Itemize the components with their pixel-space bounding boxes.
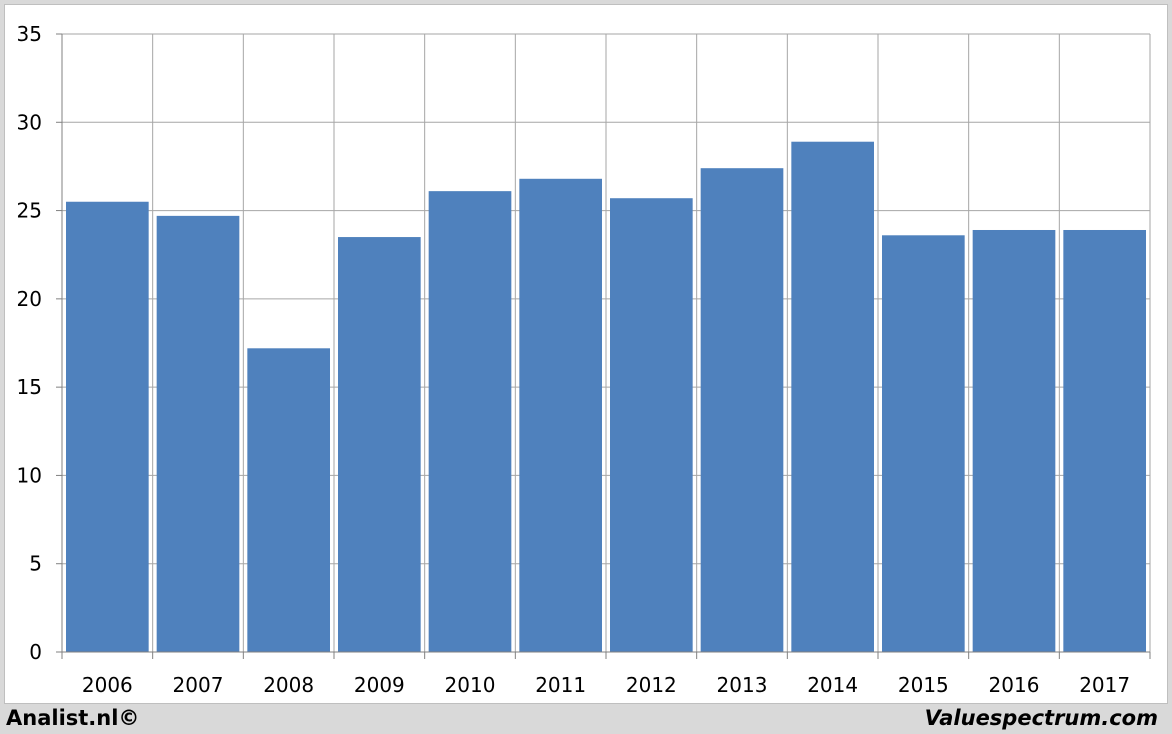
bar-2013 (700, 168, 784, 653)
bar-2012 (610, 198, 693, 652)
y-tick-label: 10 (17, 463, 42, 487)
bar-2007 (156, 215, 240, 652)
x-tick-label: 2010 (445, 673, 496, 697)
axis-layer: 0 5 10 15 20 25 30 35 2006 2007 2008 2009 2010 2011 20… (17, 22, 1151, 697)
x-tick-label: 2015 (898, 673, 949, 697)
bar-2006 (66, 201, 149, 652)
y-tick-label: 20 (17, 287, 42, 311)
x-tick-label: 2011 (535, 673, 586, 697)
x-tick-label: 2012 (626, 673, 677, 697)
x-tick-label: 2006 (82, 673, 133, 697)
bar-2015 (882, 235, 965, 652)
x-tick-label: 2009 (354, 673, 405, 697)
x-tick-label: 2008 (263, 673, 314, 697)
y-tick-label: 30 (17, 110, 42, 134)
x-tick-label: 2017 (1079, 673, 1130, 697)
y-tick-label: 0 (29, 640, 42, 664)
x-tick-label: 2016 (989, 673, 1040, 697)
bar-2010 (428, 191, 512, 653)
bars-layer (66, 141, 1146, 653)
footer-left-credit: Analist.nl© (6, 706, 140, 730)
y-tick-label: 25 (17, 199, 42, 223)
y-tick-label: 15 (17, 375, 42, 399)
bar-2016 (972, 229, 1056, 652)
bar-2017 (1063, 229, 1146, 652)
bar-2011 (519, 178, 602, 652)
footer-right-credit: Valuespectrum.com (924, 706, 1158, 730)
y-tick-label: 5 (29, 552, 42, 576)
y-tick-label: 35 (17, 22, 42, 46)
bar-2014 (791, 141, 874, 653)
bar-2009 (338, 237, 421, 653)
x-tick-label: 2007 (173, 673, 224, 697)
bar-2008 (247, 348, 330, 652)
x-tick-label: 2013 (717, 673, 768, 697)
x-tick-label: 2014 (807, 673, 858, 697)
bar-chart: 0 5 10 15 20 25 30 35 2006 2007 2008 2009 2010 2011 20… (17, 22, 1151, 697)
